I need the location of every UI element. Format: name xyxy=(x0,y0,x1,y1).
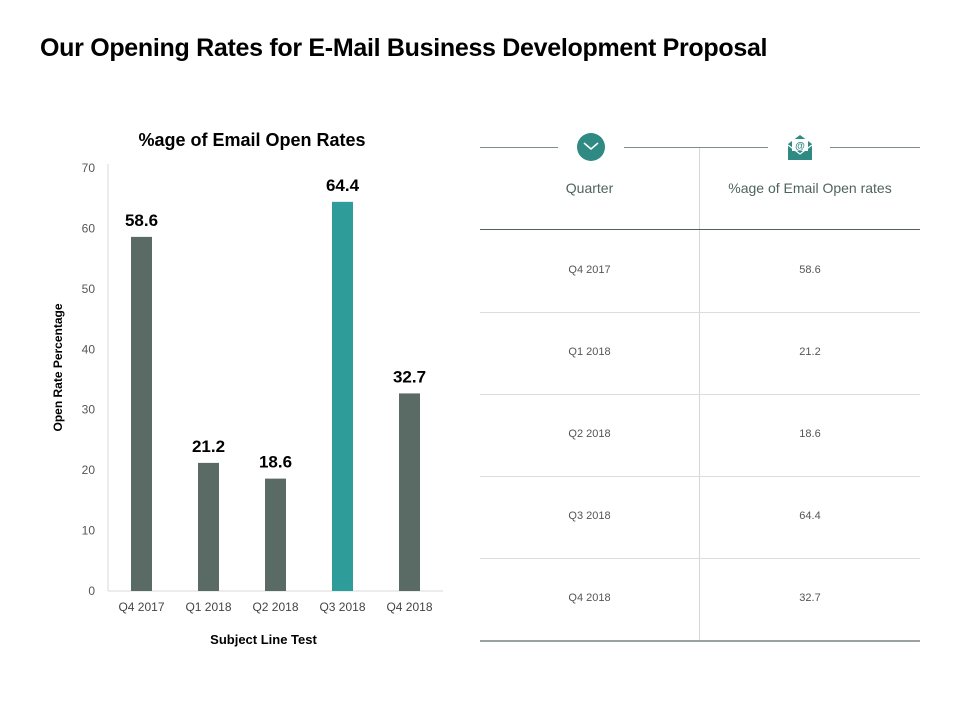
y-tick-label: 20 xyxy=(82,463,96,477)
cell-open-rate: 21.2 xyxy=(799,346,821,358)
chart-title: %age of Email Open Rates xyxy=(138,130,365,150)
bar-q3-2018 xyxy=(332,201,353,591)
y-tick-label: 10 xyxy=(82,524,96,538)
x-tick-label: Q4 2018 xyxy=(386,600,432,614)
page-title: Our Opening Rates for E-Mail Business De… xyxy=(40,34,768,62)
envelope-at-icon: @ xyxy=(784,131,816,163)
data-label: 64.4 xyxy=(326,176,360,195)
data-label: 58.6 xyxy=(125,211,158,230)
icon-divider-right xyxy=(830,147,920,148)
cell-quarter: Q1 2018 xyxy=(568,346,611,358)
cell-open-rate: 32.7 xyxy=(799,592,821,604)
y-tick-label: 60 xyxy=(82,221,96,235)
header-divider xyxy=(480,229,920,230)
data-label: 21.2 xyxy=(192,437,225,456)
x-axis-label: Subject Line Test xyxy=(210,632,317,647)
data-label: 32.7 xyxy=(393,367,426,386)
envelope-closed-icon xyxy=(577,133,605,161)
cell-quarter: Q4 2018 xyxy=(568,592,611,604)
row-divider xyxy=(480,558,920,559)
row-divider xyxy=(480,312,920,313)
table-bottom-border xyxy=(480,640,920,642)
icon-divider-middle xyxy=(624,147,768,148)
y-tick-label: 50 xyxy=(82,282,96,296)
y-tick-label: 0 xyxy=(88,584,95,598)
bar-q4-2017 xyxy=(131,236,152,592)
icon-divider-left xyxy=(480,147,558,148)
cell-quarter: Q4 2017 xyxy=(568,264,611,276)
data-table: @ Quarter %age of Email Open rates Q4 20… xyxy=(480,128,920,648)
row-divider xyxy=(480,394,920,395)
bar-q2-2018 xyxy=(265,478,286,591)
bar-q4-2018 xyxy=(399,393,420,591)
x-tick-label: Q2 2018 xyxy=(252,600,298,614)
data-label: 18.6 xyxy=(259,453,292,472)
cell-quarter: Q3 2018 xyxy=(568,510,611,522)
header-open-rate: %age of Email Open rates xyxy=(728,180,892,196)
header-quarter: Quarter xyxy=(565,180,614,196)
cell-open-rate: 64.4 xyxy=(799,510,821,522)
cell-quarter: Q2 2018 xyxy=(568,428,611,440)
row-divider xyxy=(480,476,920,477)
x-tick-label: Q3 2018 xyxy=(319,600,365,614)
x-tick-label: Q4 2017 xyxy=(118,600,164,614)
x-tick-label: Q1 2018 xyxy=(185,600,231,614)
bar-q1-2018 xyxy=(198,462,219,591)
cell-open-rate: 58.6 xyxy=(799,264,821,276)
y-axis-label: Open Rate Percentage xyxy=(51,303,65,431)
bar-chart: %age of Email Open Rates 0 10 20 30 40 50 60 70 O… xyxy=(51,130,443,647)
y-tick-label: 30 xyxy=(82,403,96,417)
y-tick-label: 70 xyxy=(82,161,96,175)
cell-open-rate: 18.6 xyxy=(799,428,821,440)
y-tick-label: 40 xyxy=(82,342,96,356)
svg-text:@: @ xyxy=(795,141,805,152)
